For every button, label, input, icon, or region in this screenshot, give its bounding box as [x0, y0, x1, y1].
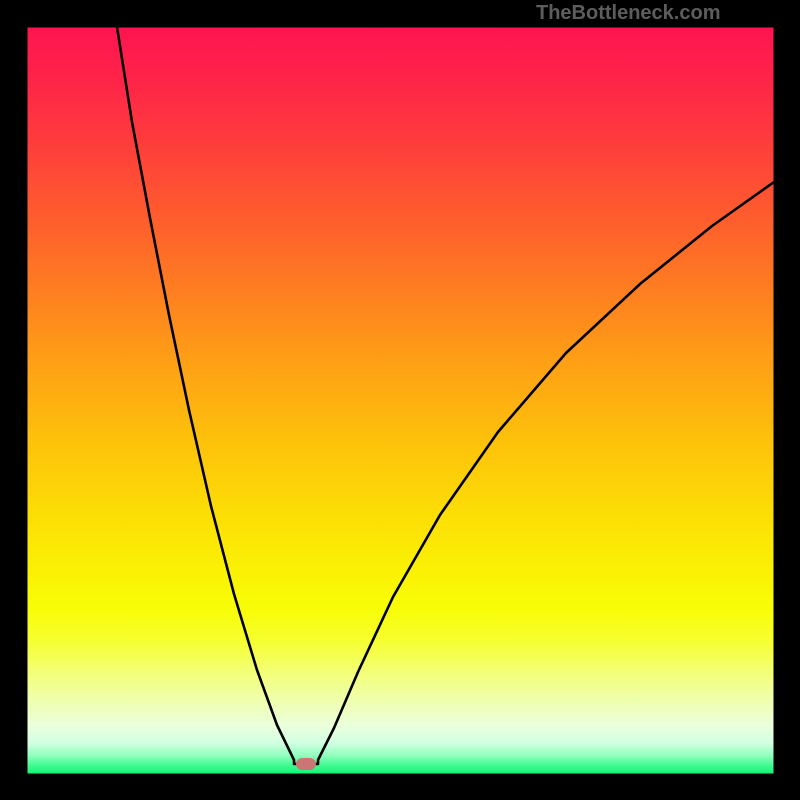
gradient-background	[27, 27, 774, 774]
chart-svg	[0, 0, 800, 800]
minimum-marker	[296, 758, 316, 770]
watermark-text: TheBottleneck.com	[536, 2, 720, 25]
